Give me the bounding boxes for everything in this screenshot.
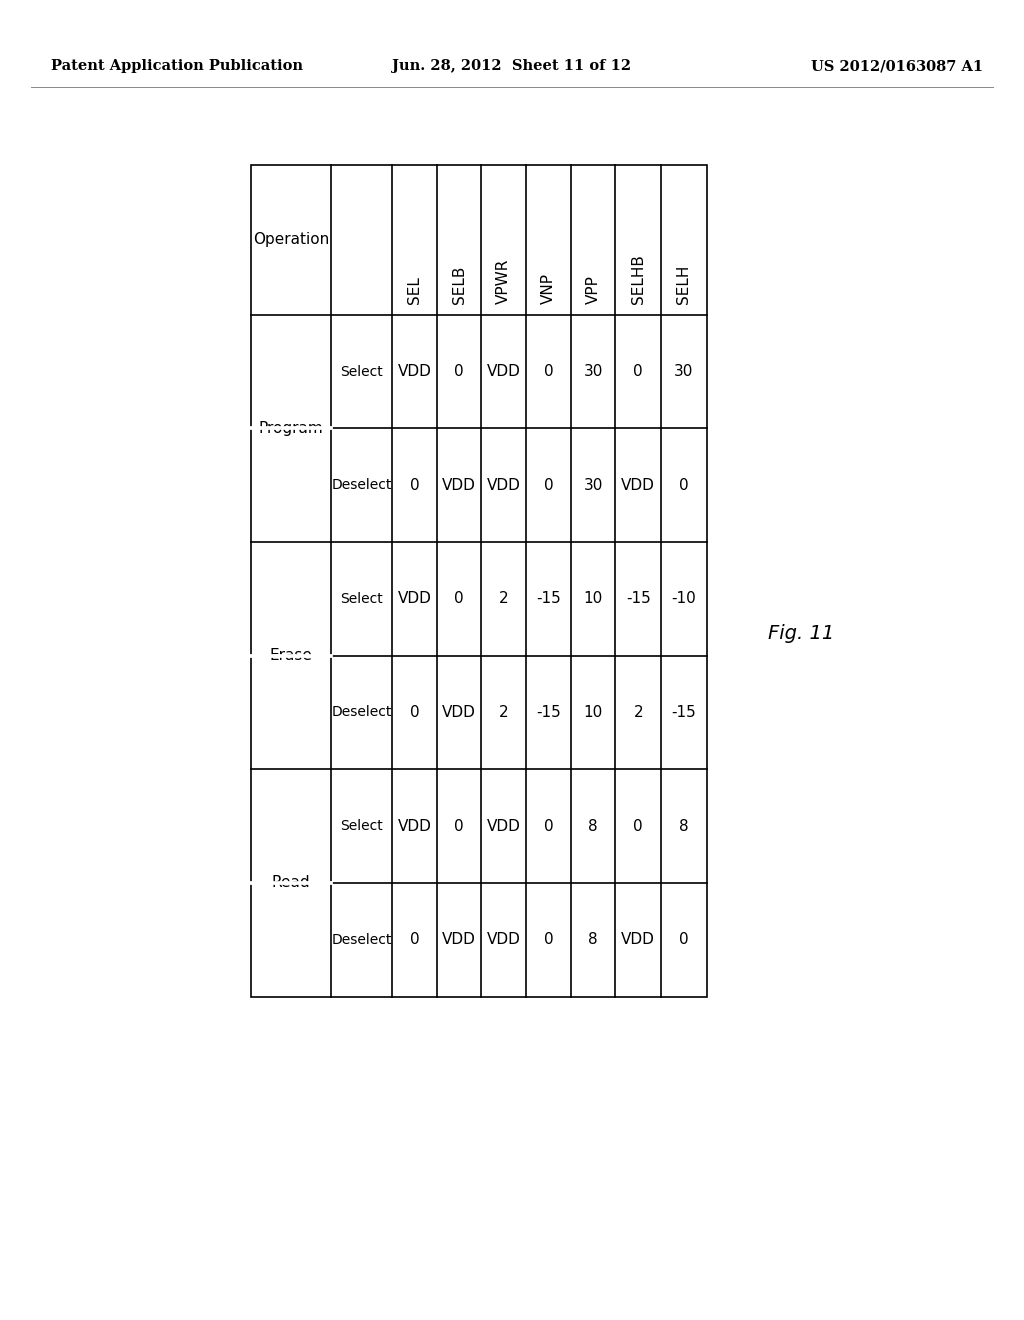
Text: 30: 30	[584, 364, 603, 379]
Text: 2: 2	[499, 705, 509, 719]
Text: Fig. 11: Fig. 11	[768, 624, 835, 643]
Text: VDD: VDD	[486, 818, 521, 834]
Text: -10: -10	[672, 591, 696, 606]
Text: 8: 8	[588, 932, 598, 948]
Text: Deselect: Deselect	[331, 705, 391, 719]
Bar	[251, 165, 707, 997]
Text: 0: 0	[544, 478, 553, 492]
Text: SEL: SEL	[407, 276, 422, 304]
Text: VDD: VDD	[486, 932, 521, 948]
Text: SELB: SELB	[452, 265, 467, 304]
Text: VDD: VDD	[486, 478, 521, 492]
Text: Select: Select	[340, 591, 383, 606]
Text: 0: 0	[679, 478, 688, 492]
Text: 0: 0	[410, 478, 419, 492]
Text: VDD: VDD	[622, 932, 655, 948]
Text: Deselect: Deselect	[331, 933, 391, 946]
Text: 0: 0	[544, 818, 553, 834]
Text: VDD: VDD	[397, 591, 431, 606]
Text: -15: -15	[626, 591, 650, 606]
Text: 0: 0	[410, 705, 419, 719]
Text: VDD: VDD	[397, 818, 431, 834]
Text: 0: 0	[544, 364, 553, 379]
Text: 8: 8	[679, 818, 688, 834]
Text: 10: 10	[584, 705, 603, 719]
Text: Jun. 28, 2012  Sheet 11 of 12: Jun. 28, 2012 Sheet 11 of 12	[392, 59, 632, 74]
Text: 30: 30	[584, 478, 603, 492]
Text: -15: -15	[537, 705, 561, 719]
Text: VDD: VDD	[442, 705, 476, 719]
Text: VDD: VDD	[442, 932, 476, 948]
Text: VDD: VDD	[622, 478, 655, 492]
Text: Read: Read	[271, 875, 310, 891]
Text: VDD: VDD	[486, 364, 521, 379]
Text: Deselect: Deselect	[331, 478, 391, 492]
Text: 0: 0	[455, 818, 464, 834]
Text: 0: 0	[634, 364, 643, 379]
Text: US 2012/0163087 A1: US 2012/0163087 A1	[811, 59, 983, 74]
Text: Patent Application Publication: Patent Application Publication	[51, 59, 303, 74]
Text: Program: Program	[258, 421, 324, 436]
Text: 2: 2	[634, 705, 643, 719]
Text: Erase: Erase	[269, 648, 312, 663]
Text: VDD: VDD	[442, 478, 476, 492]
Text: 0: 0	[410, 932, 419, 948]
Text: SELH: SELH	[676, 265, 691, 304]
Text: 8: 8	[588, 818, 598, 834]
Text: Operation: Operation	[253, 232, 329, 247]
Text: VPP: VPP	[586, 276, 601, 304]
Text: -15: -15	[537, 591, 561, 606]
Text: 0: 0	[634, 818, 643, 834]
Text: VPWR: VPWR	[497, 259, 511, 304]
Text: 10: 10	[584, 591, 603, 606]
Text: 0: 0	[679, 932, 688, 948]
Text: SELHB: SELHB	[631, 255, 646, 304]
Text: 30: 30	[674, 364, 693, 379]
Text: 0: 0	[544, 932, 553, 948]
Text: 0: 0	[455, 591, 464, 606]
Text: VNP: VNP	[541, 273, 556, 304]
Text: VDD: VDD	[397, 364, 431, 379]
Text: Select: Select	[340, 364, 383, 379]
Text: 0: 0	[455, 364, 464, 379]
Text: -15: -15	[672, 705, 696, 719]
Text: Select: Select	[340, 820, 383, 833]
Text: 2: 2	[499, 591, 509, 606]
